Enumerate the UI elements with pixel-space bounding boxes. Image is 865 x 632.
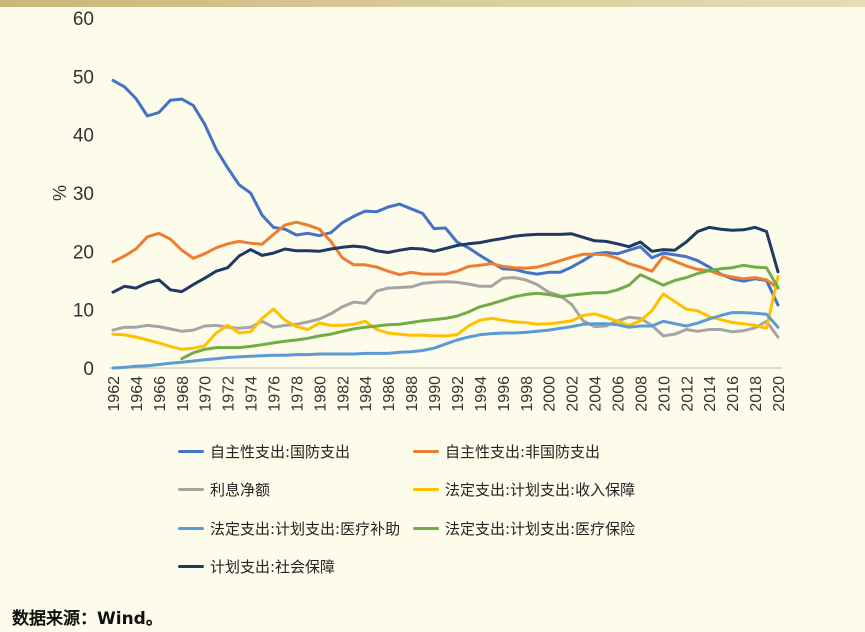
x-tick-label: 2000 — [542, 376, 559, 412]
y-tick-label: 40 — [73, 126, 94, 147]
x-tick-label: 1994 — [473, 376, 490, 412]
y-tick-label: 10 — [73, 301, 94, 322]
chart-axes: 0 10 20 30 40 50 60% 1962 1964 1966 1968 1970 1972 19… — [50, 9, 788, 412]
series-line-7 — [111, 225, 780, 294]
x-tick-label: 1986 — [381, 376, 398, 412]
series-line-3 — [111, 276, 780, 339]
top-decoration-band — [0, 0, 865, 7]
x-tick-label: 1970 — [198, 376, 215, 412]
y-tick-label: 0 — [83, 359, 94, 380]
x-tick-label: 2016 — [725, 376, 742, 412]
source-note: 数据来源：Wind。 — [12, 609, 163, 629]
x-tick-label: 1980 — [312, 376, 329, 412]
x-tick-label: 2004 — [588, 376, 605, 412]
x-tick-label: 1982 — [335, 376, 352, 412]
x-tick-label: 1978 — [289, 376, 306, 412]
x-tick-label: 2012 — [679, 376, 696, 412]
y-axis-label: % — [50, 185, 70, 201]
series-line-4 — [111, 274, 780, 351]
x-tick-label: 2020 — [771, 376, 788, 412]
x-tick-label: 1988 — [404, 376, 421, 412]
x-tick-label: 1976 — [267, 376, 284, 412]
x-tick-label: 1996 — [496, 376, 513, 412]
x-tick-label: 1968 — [175, 376, 192, 412]
x-tick-label: 2018 — [748, 376, 765, 412]
series-line-2 — [111, 220, 780, 290]
x-tick-label: 1990 — [427, 376, 444, 412]
x-tick-label: 1962 — [106, 376, 123, 412]
x-tick-label: 2010 — [656, 376, 673, 412]
x-tick-label: 2006 — [610, 376, 627, 412]
x-tick-label: 1992 — [450, 376, 467, 412]
x-tick-label: 1984 — [358, 376, 375, 412]
y-tick-label: 30 — [73, 184, 94, 205]
y-tick-label: 20 — [73, 242, 94, 263]
y-tick-label: 50 — [73, 67, 94, 88]
x-tick-label: 1974 — [244, 376, 261, 412]
series-line-5 — [111, 311, 780, 370]
y-tick-label: 60 — [73, 9, 94, 30]
x-tick-label: 1964 — [129, 376, 146, 412]
x-tick-label: 1966 — [152, 376, 169, 412]
series-line-6 — [180, 263, 780, 361]
x-tick-label: 2014 — [702, 376, 719, 412]
series-line-1 — [111, 78, 780, 307]
line-chart: 0 10 20 30 40 50 60% 1962 1964 1966 1968 1970 1972 19… — [50, 9, 788, 412]
x-tick-label: 1998 — [519, 376, 536, 412]
x-tick-label: 2002 — [565, 376, 582, 412]
x-tick-label: 1972 — [221, 376, 238, 412]
chart-series-lines — [111, 78, 780, 370]
x-tick-label: 2008 — [633, 376, 650, 412]
